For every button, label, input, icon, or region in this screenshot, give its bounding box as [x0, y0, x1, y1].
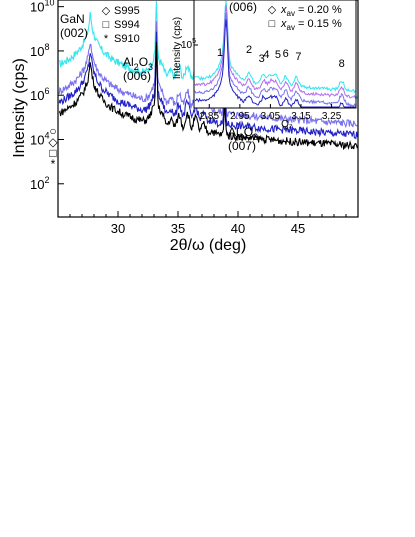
inset-peak-number-7: 7: [295, 51, 301, 63]
series-marker-1: ○: [49, 124, 56, 138]
series-line-3: [58, 31, 358, 140]
inset-legend-label-1: xav = 0.20 %: [280, 4, 342, 18]
inset-x-tick-label: 3.25: [322, 111, 342, 122]
series-marker-4: *: [51, 157, 56, 171]
inset-peak-number-1: 1: [217, 47, 223, 59]
inset-x-tick-label: 2.85: [200, 111, 220, 122]
inset-peak-number-4: 4: [263, 49, 269, 61]
x-tick-label: 40: [231, 221, 245, 236]
inset-series-line-3: [194, 12, 356, 108]
legend-marker-2: □: [103, 19, 110, 31]
inset-series-line-4: [194, 19, 356, 108]
main-x-ticks: 30 35 40 45: [69, 211, 347, 236]
inset-peak-number-5: 5: [275, 49, 281, 61]
legend-marker-3: *: [104, 33, 109, 45]
main-x-axis-title: 2θ/ω (deg): [170, 237, 247, 254]
inset-chart: 2.85 2.95 3.05 3.15 3.25 105 Intensity (cps)…: [172, 0, 357, 130]
series-line-4: [58, 42, 358, 151]
main-y-axis-title: Intensity (cps): [11, 58, 28, 158]
inset-series-line-2: [194, 5, 356, 99]
peak-label-3-line-2: (007): [228, 139, 256, 153]
inset-plot-frame: [193, 0, 357, 109]
inset-peak-number-2: 2: [246, 44, 252, 56]
inset-peak-number-8: 8: [339, 58, 345, 70]
inset-peak-number-3: 3: [259, 53, 265, 65]
inset-peak-label: (006): [229, 0, 257, 14]
legend-label-1: S995: [114, 5, 140, 17]
series-marker-3: □: [49, 146, 56, 160]
main-plot-frame: [57, 0, 359, 218]
peak-label-3-line-1: Al2O3: [228, 125, 258, 142]
main-y-ticks: 102 104 106 108 1010: [30, 0, 64, 192]
y-tick-label: 106: [30, 86, 49, 103]
peak-label-2-line-1: Al2O3: [123, 55, 153, 72]
peak-label-2-line-2: (006): [123, 69, 151, 83]
x-tick-label: 30: [111, 221, 125, 236]
legend-label-2: S994: [114, 19, 140, 31]
inset-x-tick-label: 2.95: [230, 111, 250, 122]
inset-y-tick: 105: [181, 38, 198, 51]
inset-legend-marker-1: ◇: [268, 4, 277, 16]
legend-label-3: S910: [114, 33, 140, 45]
peak-label-1-line-2: (002): [60, 26, 88, 40]
inset-series-line-1: [194, 0, 356, 94]
inset-x-axis-title: Q₂: [281, 119, 293, 130]
inset-legend: ◇ xav = 0.20 % □ xav = 0.15 %: [268, 4, 342, 32]
inset-x-tick-label: 3.05: [261, 111, 281, 122]
inset-peak-numbers: 1 234 5 6 7 8: [217, 44, 345, 70]
y-tick-label: 108: [30, 42, 49, 59]
x-tick-label: 35: [171, 221, 185, 236]
legend-marker-1: ◇: [102, 5, 111, 17]
x-tick-label: 45: [291, 221, 305, 236]
y-tick-label: 104: [30, 131, 49, 148]
inset-y-axis-title: Intensity (cps): [172, 17, 183, 79]
main-peak-labels: GaN(002)Al2O3(006)Al2O3(007): [60, 12, 258, 153]
inset-curves: [194, 0, 356, 108]
inset-legend-marker-2: □: [269, 18, 276, 30]
y-tick-label: 1010: [30, 0, 54, 15]
peak-label-1-line-1: GaN: [60, 12, 85, 26]
main-legend: ◇ S995 □ S994 * S910: [102, 5, 140, 45]
inset-x-tick-label: 3.15: [291, 111, 311, 122]
main-chart: 30 35 40 45 102 104 106 108 1010 2θ/ω (deg) Int…: [11, 0, 359, 254]
y-tick-label: 102: [30, 175, 49, 192]
inset-y-tick-label: 105: [181, 38, 196, 51]
series-marker-2: ◇: [48, 135, 58, 149]
series-markers: ○◇□*: [48, 124, 58, 171]
inset-peak-number-6: 6: [283, 48, 289, 60]
inset-legend-label-2: xav = 0.15 %: [280, 18, 342, 32]
inset-x-ticks: 2.85 2.95 3.05 3.15 3.25: [200, 104, 342, 122]
